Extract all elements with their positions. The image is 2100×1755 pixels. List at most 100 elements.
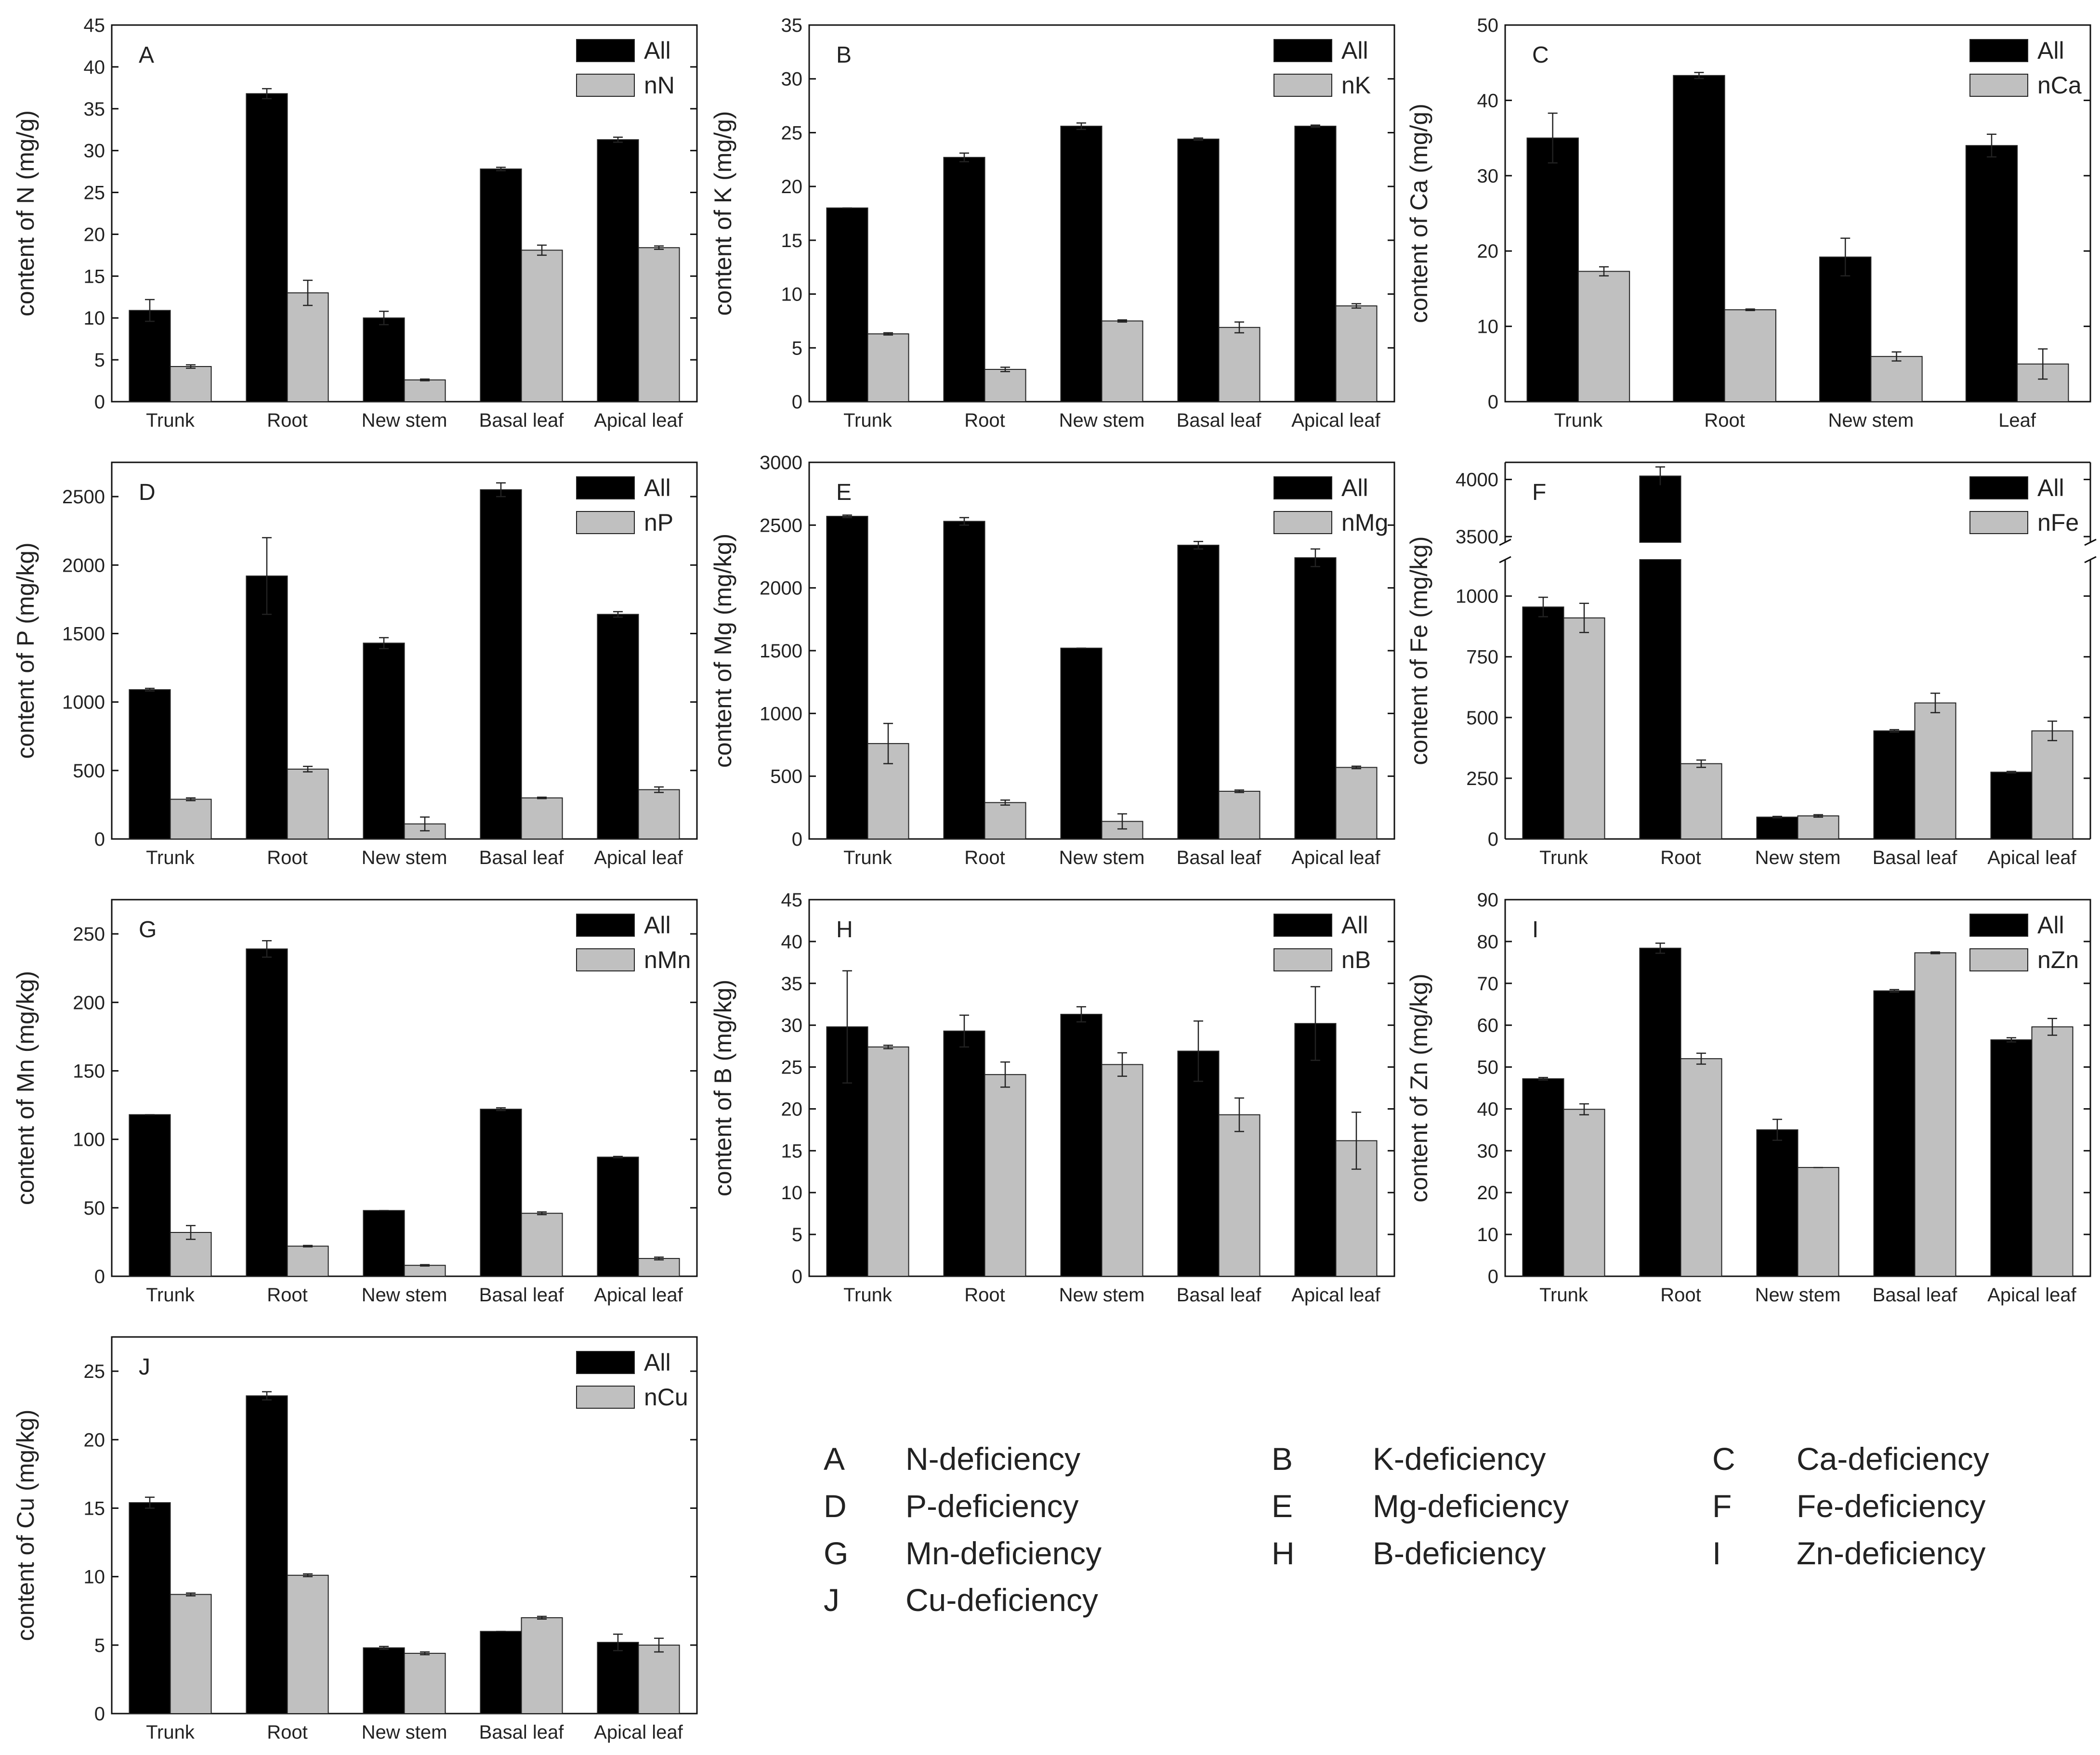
y-tick-label: 4000	[1456, 470, 1498, 491]
y-tick-label: 30	[1477, 1140, 1499, 1162]
y-tick-label: 10	[781, 284, 803, 305]
bar-nzn-basal-leaf	[1914, 952, 1956, 1277]
bar-all-basal-leaf	[1177, 138, 1220, 402]
x-tick-label-new-stem: New stem	[362, 1284, 447, 1306]
panel-G: 0 50 100 150 200 250 content of Mn (mg/kg) G Tru…	[12, 899, 698, 1306]
bar-all-new-stem	[1060, 1014, 1102, 1277]
legend-swatch-all	[1969, 39, 2028, 62]
key-text-mg-deficiency: Mg-deficiency	[1373, 1488, 1569, 1524]
legend-swatch-nca	[1969, 74, 2028, 97]
bar-nb-new-stem	[1101, 1064, 1143, 1277]
bar-all-new-stem	[363, 1647, 405, 1714]
legend-label-nca: nCa	[2037, 72, 2082, 99]
axis-break-mark	[1499, 538, 1511, 546]
x-tick-label-root: Root	[964, 847, 1005, 868]
bar-nmn-new-stem	[404, 1265, 446, 1277]
bar-all-root	[246, 576, 288, 840]
bar-all-trunk	[1522, 606, 1564, 839]
y-tick-label: 25	[781, 1057, 803, 1078]
bar-all-basal-leaf	[1177, 1050, 1220, 1277]
x-tick-label-leaf: Leaf	[1998, 410, 2036, 431]
key-text-b-deficiency: B-deficiency	[1373, 1535, 1546, 1571]
y-tick-label: 20	[84, 224, 105, 245]
y-tick-label: 35	[84, 99, 105, 120]
x-tick-label-root: Root	[267, 1722, 308, 1743]
axis-break-mark	[2084, 538, 2097, 546]
y-tick-label: 30	[84, 141, 105, 162]
y-tick-label: 40	[781, 931, 803, 953]
bar-all-apical-leaf	[597, 1642, 639, 1714]
chart-panels: 0 5 10 15 20 25 30 35 40 45 content of N (mg/g) A Tr…	[12, 15, 2097, 1743]
x-tick-label-root: Root	[267, 847, 308, 868]
x-tick-label-trunk: Trunk	[843, 1284, 892, 1306]
y-tick-label: 10	[1477, 316, 1499, 338]
y-axis-label: content of Cu (mg/kg)	[12, 1410, 39, 1641]
bar-all-trunk	[129, 689, 171, 839]
y-tick-label: 10	[84, 1567, 105, 1588]
bar-nmn-basal-leaf	[521, 1213, 563, 1277]
x-tick-label-new-stem: New stem	[362, 1722, 447, 1743]
y-tick-label: 25	[781, 122, 803, 144]
key-text-n-deficiency: N-deficiency	[906, 1441, 1080, 1477]
y-tick-label: 1000	[1456, 586, 1498, 607]
bar-nfe-trunk	[1563, 617, 1605, 839]
y-tick-label: 80	[1477, 931, 1499, 953]
y-tick-label: 30	[1477, 166, 1499, 187]
x-tick-label-new-stem: New stem	[362, 410, 447, 431]
axis-frame	[1504, 24, 2091, 403]
y-tick-label: 750	[1466, 647, 1498, 668]
legend-swatch-nzn	[1969, 948, 2028, 971]
bar-all-trunk	[826, 207, 868, 402]
legend-swatch-np	[576, 511, 635, 534]
y-tick-label: 20	[84, 1429, 105, 1451]
y-tick-label: 35	[781, 15, 803, 36]
bar-all-basal-leaf	[1873, 730, 1916, 839]
legend-label-all: All	[644, 37, 671, 64]
x-tick-label-basal-leaf: Basal leaf	[1177, 410, 1262, 431]
y-tick-label: 30	[781, 1015, 803, 1036]
bar-nb-basal-leaf	[1218, 1114, 1260, 1277]
y-tick-label: 15	[84, 266, 105, 287]
y-tick-label: 0	[94, 829, 105, 850]
key-text-ca-deficiency: Ca-deficiency	[1797, 1441, 1989, 1477]
key-letter-i: I	[1712, 1535, 1721, 1571]
y-tick-label: 25	[84, 183, 105, 204]
key-letter-j: J	[824, 1582, 840, 1618]
deficiency-key: A N-deficiency B K-deficiency C Ca-deficiency…	[824, 1441, 1989, 1618]
y-axis-label: content of Ca (mg/g)	[1405, 104, 1432, 323]
legend-label-all: All	[1341, 912, 1368, 939]
panel-I: 0 10 20 30 40 50 60 70 80 90 content of Zn (mg/kg)…	[1405, 890, 2091, 1306]
y-tick-label: 1500	[760, 641, 802, 662]
bar-nb-trunk	[867, 1046, 909, 1277]
bar-all-new-stem	[1756, 816, 1798, 839]
panel-B: 0 5 10 15 20 25 30 35 content of K (mg/g) B Trunk R…	[709, 15, 1395, 431]
bar-all-apical-leaf	[597, 1156, 639, 1277]
x-tick-label-new-stem: New stem	[1755, 847, 1841, 868]
y-tick-label: 10	[84, 308, 105, 329]
bar-ncu-basal-leaf	[521, 1617, 563, 1715]
panel-label: I	[1532, 917, 1538, 943]
bar-all-root	[1673, 75, 1725, 402]
x-tick-label-apical-leaf: Apical leaf	[594, 410, 683, 431]
y-axis-label: content of Mn (mg/kg)	[12, 971, 39, 1205]
x-tick-label-basal-leaf: Basal leaf	[1873, 1284, 1958, 1306]
panel-label: E	[836, 480, 852, 505]
bar-all-root	[246, 93, 288, 402]
y-tick-label: 5	[94, 1635, 105, 1656]
y-tick-label: 0	[792, 829, 802, 850]
x-tick-label-basal-leaf: Basal leaf	[479, 410, 564, 431]
bar-nmg-trunk	[867, 743, 909, 839]
x-tick-label-trunk: Trunk	[843, 847, 892, 868]
key-text-k-deficiency: K-deficiency	[1373, 1441, 1546, 1477]
legend-label-all: All	[2037, 474, 2064, 501]
y-axis-label: content of K (mg/g)	[709, 111, 736, 315]
y-tick-label: 1000	[760, 703, 802, 724]
key-text-mn-deficiency: Mn-deficiency	[906, 1535, 1102, 1571]
x-tick-label-basal-leaf: Basal leaf	[1177, 1284, 1262, 1306]
y-axis-label: content of Zn (mg/kg)	[1405, 973, 1432, 1202]
bar-all-apical-leaf	[597, 614, 639, 840]
bar-nzn-apical-leaf	[2031, 1026, 2074, 1277]
panel-label: G	[139, 917, 157, 943]
key-text-cu-deficiency: Cu-deficiency	[906, 1582, 1098, 1618]
